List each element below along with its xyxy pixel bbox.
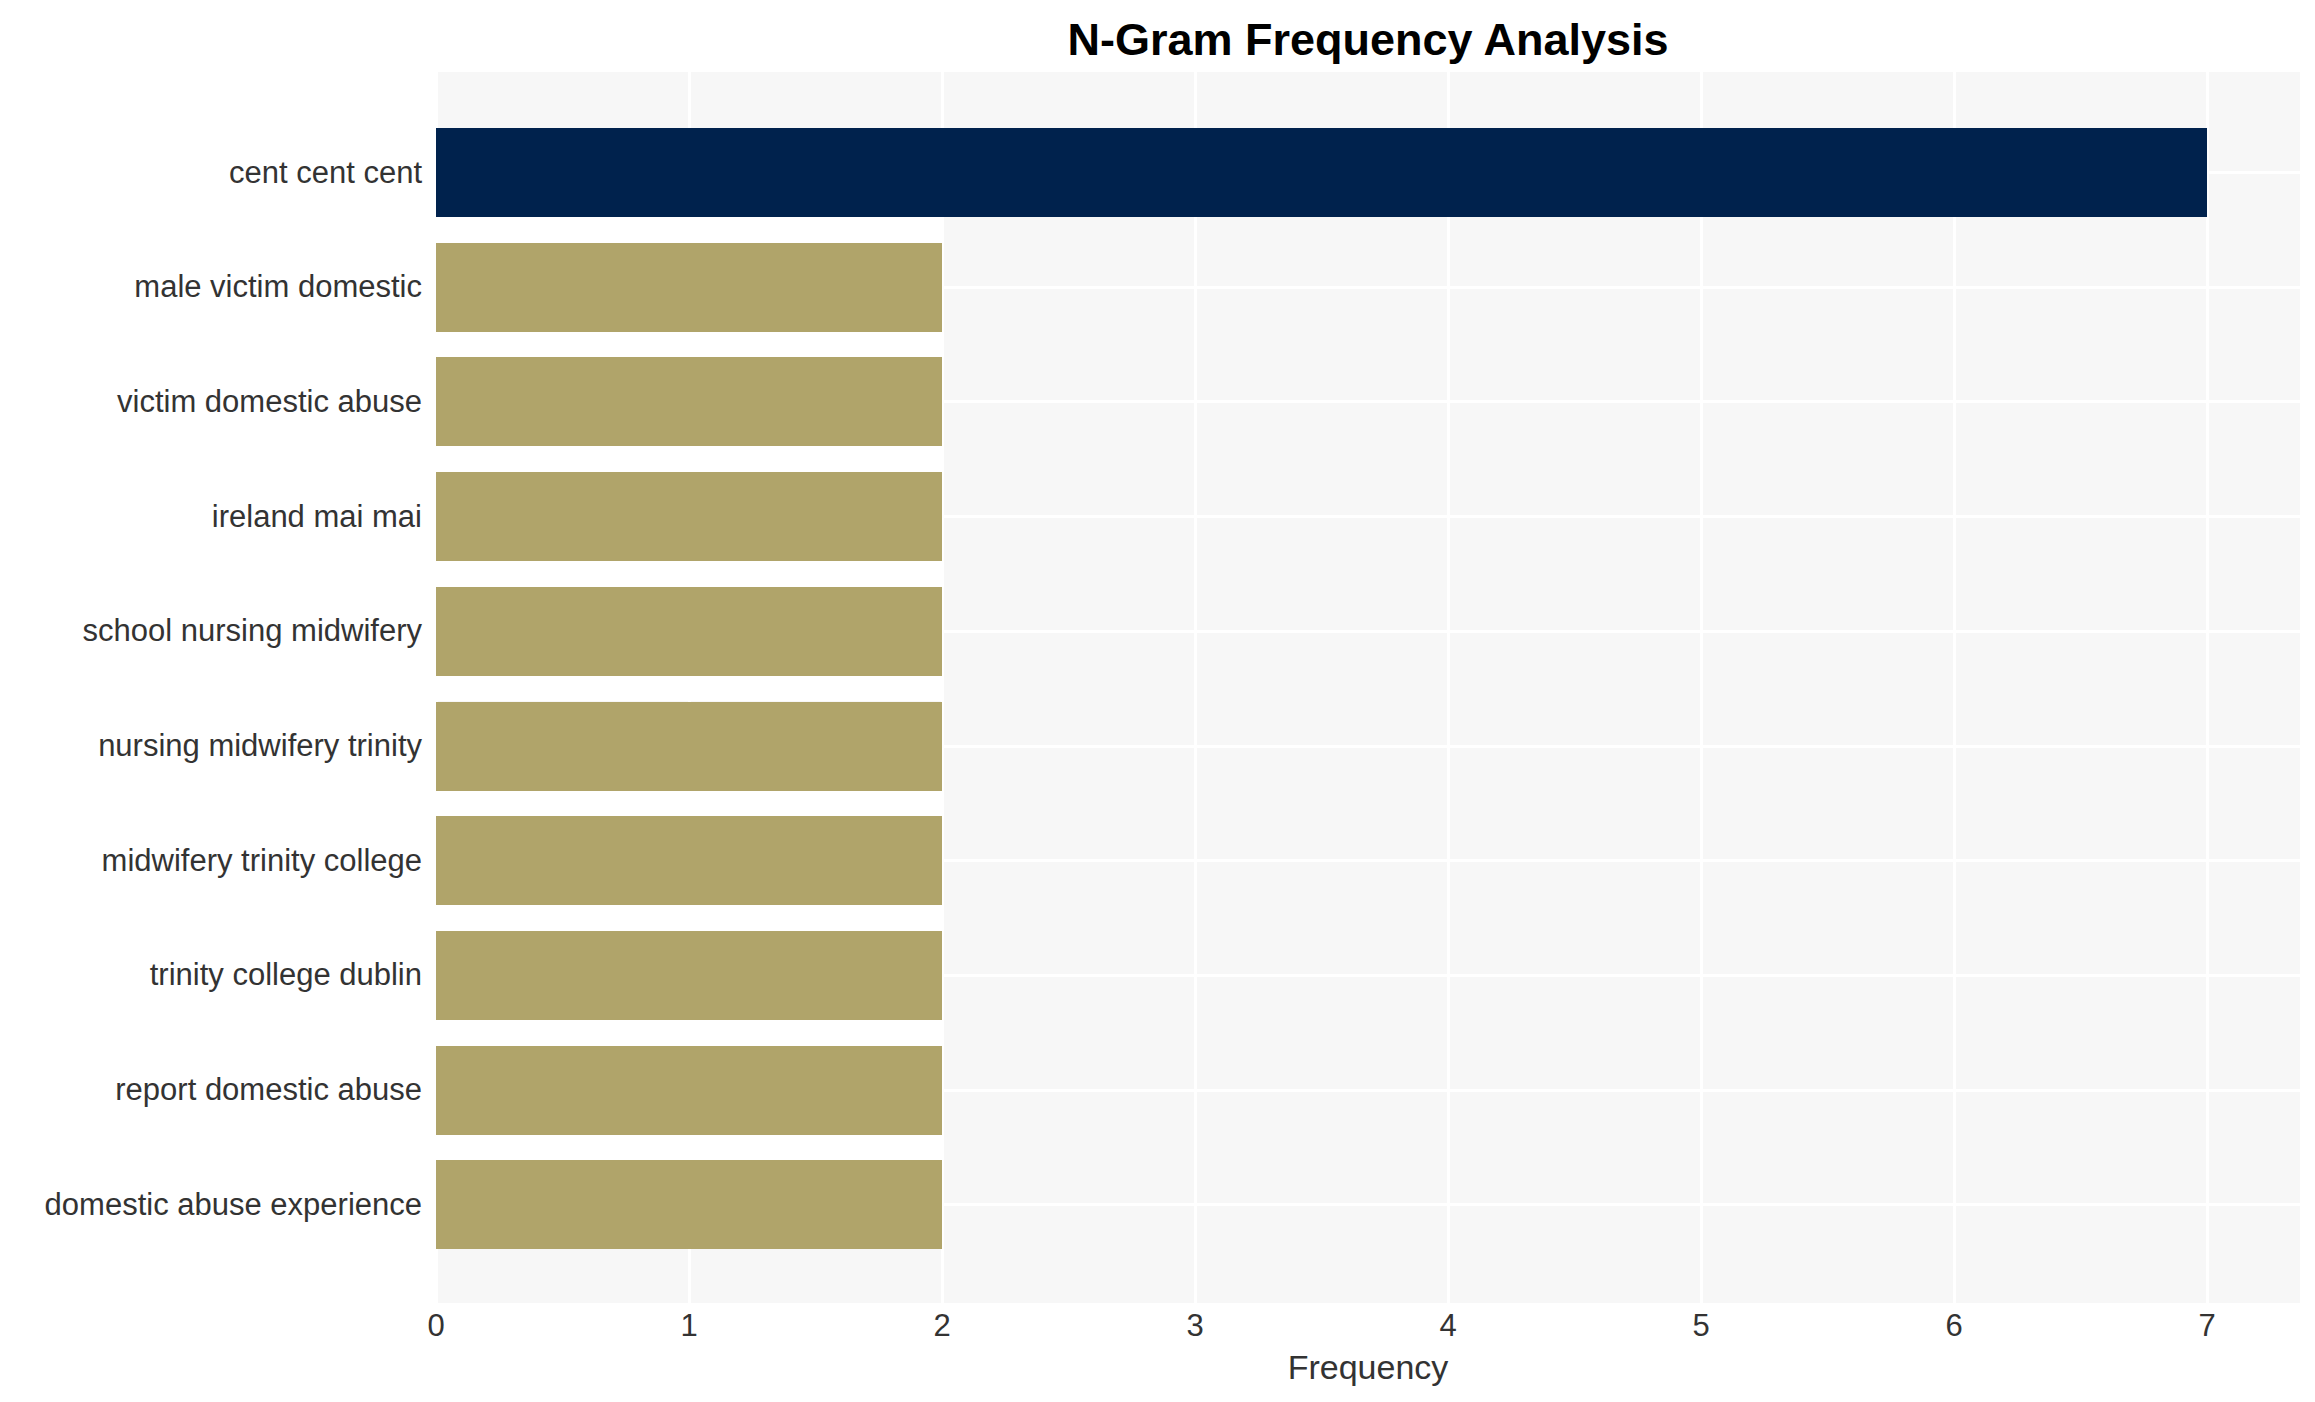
bar <box>436 243 942 332</box>
bar-gap-band <box>436 561 942 587</box>
y-axis-label: report domestic abuse <box>115 1072 422 1108</box>
x-gridline <box>1447 72 1450 1303</box>
bar <box>436 128 2207 217</box>
x-tick-label: 7 <box>2198 1308 2215 1344</box>
bar-gap-band <box>436 905 942 931</box>
bar-gap-band <box>436 332 942 358</box>
bar-gap-band <box>436 1020 942 1046</box>
bar-gap-band <box>436 1135 942 1161</box>
x-tick-label: 1 <box>680 1308 697 1344</box>
x-tick-label: 2 <box>933 1308 950 1344</box>
bar-gap-band <box>436 217 942 243</box>
x-tick-label: 0 <box>427 1308 444 1344</box>
x-gridline <box>2206 72 2209 1303</box>
y-axis-label: domestic abuse experience <box>45 1187 422 1223</box>
y-axis-label: nursing midwifery trinity <box>98 728 422 764</box>
bar <box>436 1160 942 1249</box>
bar-gap-band <box>436 791 942 817</box>
y-axis-label: male victim domestic <box>134 269 422 305</box>
bar <box>436 472 942 561</box>
bar <box>436 816 942 905</box>
x-axis-title: Frequency <box>436 1348 2300 1387</box>
x-tick-label: 5 <box>1692 1308 1709 1344</box>
bar-gap-band <box>436 446 942 472</box>
x-tick-label: 6 <box>1945 1308 1962 1344</box>
y-axis-label: victim domestic abuse <box>117 384 422 420</box>
chart-title: N-Gram Frequency Analysis <box>436 14 2300 66</box>
y-axis-label: cent cent cent <box>229 155 422 191</box>
y-axis-label: school nursing midwifery <box>83 613 422 649</box>
bar <box>436 1046 942 1135</box>
bar-gap-band <box>436 676 942 702</box>
x-gridline <box>1194 72 1197 1303</box>
x-gridline <box>1700 72 1703 1303</box>
bar <box>436 357 942 446</box>
bar <box>436 587 942 676</box>
x-tick-label: 3 <box>1186 1308 1203 1344</box>
bar <box>436 931 942 1020</box>
y-axis-label: trinity college dublin <box>150 957 422 993</box>
y-axis-label: ireland mai mai <box>212 499 422 535</box>
x-tick-label: 4 <box>1439 1308 1456 1344</box>
y-axis-label: midwifery trinity college <box>102 843 422 879</box>
plot-area <box>436 72 2300 1303</box>
bar <box>436 702 942 791</box>
x-gridline <box>1953 72 1956 1303</box>
chart-canvas: N-Gram Frequency Analysis Frequency cent… <box>0 0 2315 1402</box>
